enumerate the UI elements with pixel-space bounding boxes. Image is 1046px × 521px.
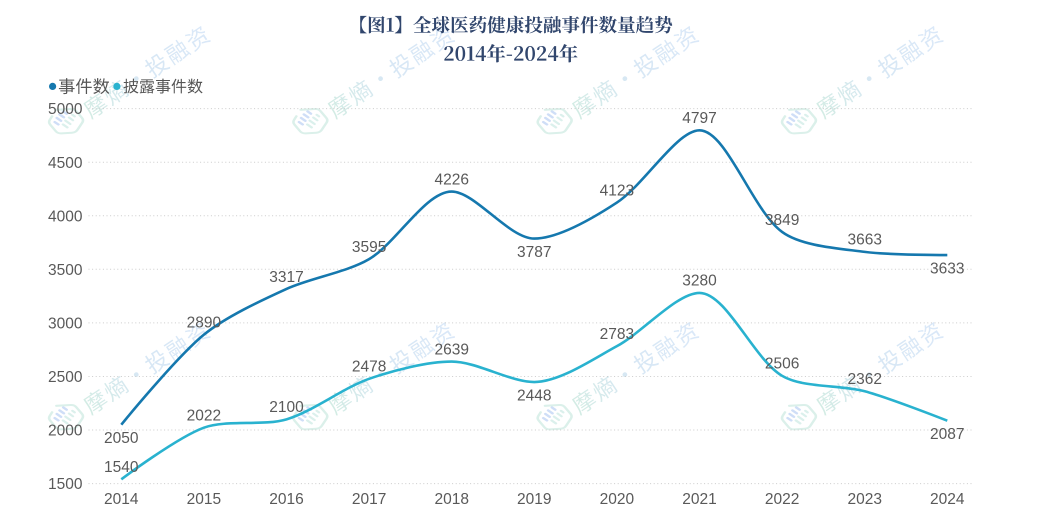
svg-text:2015: 2015 <box>187 491 221 508</box>
svg-text:2000: 2000 <box>48 423 83 440</box>
svg-text:2022: 2022 <box>187 408 221 425</box>
svg-text:4123: 4123 <box>600 182 634 199</box>
svg-text:3280: 3280 <box>682 273 717 290</box>
svg-text:2016: 2016 <box>269 491 303 508</box>
svg-text:2017: 2017 <box>352 491 386 508</box>
svg-text:1540: 1540 <box>104 459 139 476</box>
svg-text:4500: 4500 <box>48 155 83 172</box>
svg-text:2019: 2019 <box>517 491 551 508</box>
svg-text:2050: 2050 <box>104 430 139 447</box>
svg-text:1500: 1500 <box>48 476 83 493</box>
svg-text:4797: 4797 <box>682 110 716 127</box>
svg-text:2100: 2100 <box>269 399 304 416</box>
svg-text:2014: 2014 <box>104 491 139 508</box>
svg-text:2024: 2024 <box>930 491 965 508</box>
svg-text:3633: 3633 <box>930 260 964 277</box>
svg-text:4226: 4226 <box>434 171 468 188</box>
svg-text:2023: 2023 <box>847 491 881 508</box>
svg-text:3849: 3849 <box>765 212 799 229</box>
svg-text:4000: 4000 <box>48 208 83 225</box>
svg-text:2087: 2087 <box>930 426 964 443</box>
svg-text:3000: 3000 <box>48 316 83 333</box>
svg-text:2639: 2639 <box>434 341 468 358</box>
svg-text:2448: 2448 <box>517 387 551 404</box>
svg-text:2890: 2890 <box>187 315 222 332</box>
svg-text:2022: 2022 <box>765 491 799 508</box>
svg-text:3500: 3500 <box>48 262 83 279</box>
svg-text:2506: 2506 <box>765 356 799 373</box>
svg-text:3663: 3663 <box>847 232 881 249</box>
svg-text:2018: 2018 <box>434 491 468 508</box>
svg-text:2478: 2478 <box>352 359 386 376</box>
svg-text:2362: 2362 <box>847 371 881 388</box>
svg-text:2020: 2020 <box>600 491 635 508</box>
svg-text:2500: 2500 <box>48 369 83 386</box>
svg-text:2783: 2783 <box>600 326 634 343</box>
svg-text:5000: 5000 <box>48 101 83 118</box>
svg-text:3595: 3595 <box>352 239 386 256</box>
svg-text:3787: 3787 <box>517 244 551 261</box>
svg-text:2021: 2021 <box>682 491 716 508</box>
svg-text:3317: 3317 <box>269 269 303 286</box>
